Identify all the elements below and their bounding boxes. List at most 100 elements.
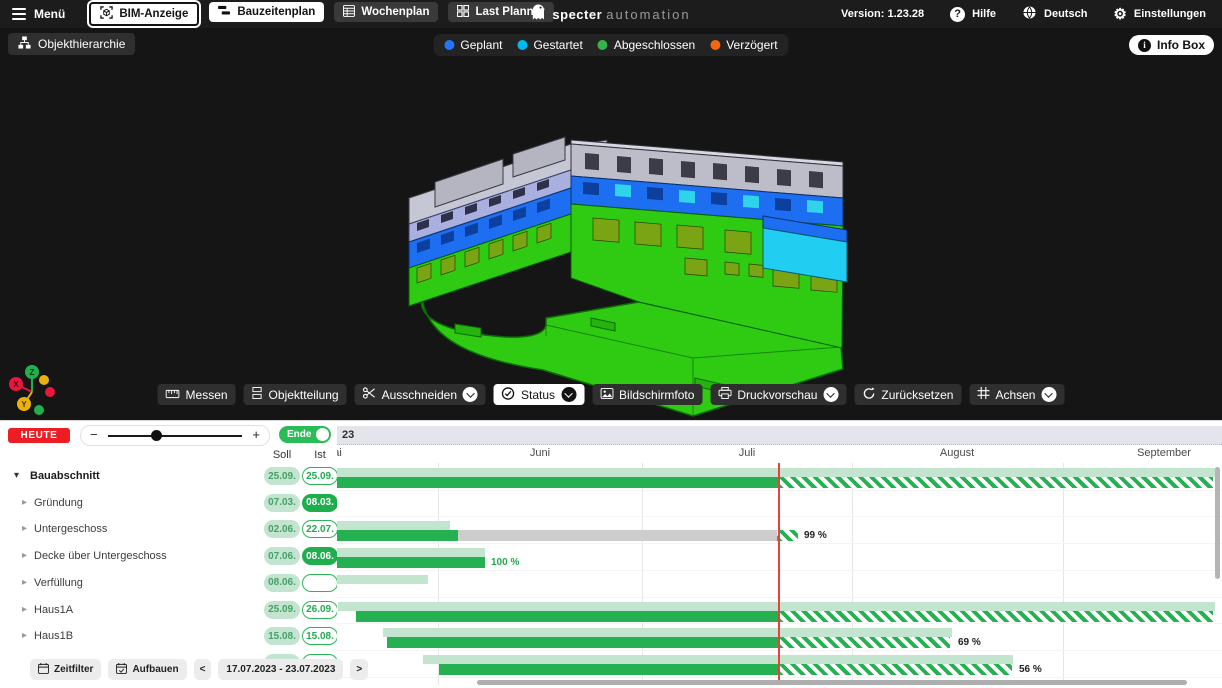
- planned-bar[interactable]: [337, 574, 428, 584]
- gridsquares-icon: [457, 4, 470, 20]
- forecast-bar[interactable]: [778, 637, 950, 649]
- ist-date-pill[interactable]: 15.08.: [302, 627, 337, 646]
- zoom-slider-track[interactable]: [108, 435, 242, 437]
- vertical-scrollbar[interactable]: [1215, 467, 1220, 579]
- today-line: [778, 463, 780, 683]
- chevron-down-icon[interactable]: [1041, 387, 1057, 402]
- chevron-down-icon[interactable]: [462, 387, 478, 402]
- task-label[interactable]: Untergeschoss: [34, 523, 108, 536]
- planned-bar[interactable]: [423, 654, 1013, 664]
- next-week-button[interactable]: >: [350, 659, 369, 680]
- druckvorschau-button[interactable]: Druckvorschau: [710, 384, 847, 405]
- task-label[interactable]: Verfüllung: [34, 576, 83, 589]
- horizontal-scrollbar[interactable]: [477, 680, 1187, 685]
- bildschirmfoto-button[interactable]: Bildschirmfoto: [592, 384, 703, 405]
- info-box-button[interactable]: i Info Box: [1129, 35, 1214, 55]
- expand-caret-icon[interactable]: ▸: [22, 603, 28, 615]
- settings-button[interactable]: ⚙ Einstellungen: [1113, 7, 1206, 22]
- planned-bar[interactable]: [337, 521, 450, 531]
- task-label[interactable]: Haus1A: [34, 603, 74, 616]
- help-button[interactable]: ? Hilfe: [950, 6, 996, 22]
- aufbauen-label: Aufbauen: [132, 664, 179, 675]
- object-hierarchy-button[interactable]: Objekthierarchie: [8, 33, 136, 55]
- toolbar-button-label: Bildschirmfoto: [619, 387, 695, 402]
- zoom-slider: − +: [80, 425, 270, 446]
- soll-date-pill[interactable]: 02.06.: [264, 520, 300, 539]
- soll-date-pill[interactable]: 25.09.: [264, 467, 300, 485]
- collapse-caret-icon[interactable]: ▾: [14, 470, 20, 481]
- expand-caret-icon[interactable]: ▸: [22, 496, 28, 508]
- forecast-bar[interactable]: [778, 663, 1012, 675]
- expand-caret-icon[interactable]: ▸: [22, 630, 28, 642]
- ist-date-pill[interactable]: 26.09.: [302, 600, 337, 619]
- ist-date-pill[interactable]: [302, 573, 337, 592]
- expand-caret-icon[interactable]: ▸: [22, 550, 28, 562]
- zoom-slider-handle[interactable]: [151, 430, 162, 441]
- gantt-chart[interactable]: 99 % 100 % 69 % 56 %: [337, 463, 1222, 688]
- soll-date-pill[interactable]: 08.06.: [264, 573, 300, 592]
- ende-toggle[interactable]: Ende: [279, 426, 331, 443]
- chevron-down-icon[interactable]: [823, 387, 839, 402]
- today-button[interactable]: HEUTE: [8, 428, 70, 443]
- zur-cksetzen-button[interactable]: Zurücksetzen: [854, 384, 962, 405]
- actual-bar[interactable]: [337, 477, 778, 488]
- view-button-bim-anzeige[interactable]: BIM-Anzeige: [89, 2, 200, 26]
- ist-date-pill[interactable]: 08.06.: [302, 547, 337, 566]
- planned-bar[interactable]: [337, 548, 485, 558]
- scissors-icon: [363, 387, 376, 402]
- zoom-in-button[interactable]: +: [252, 427, 260, 442]
- overdue-bar[interactable]: [458, 530, 777, 542]
- zeitfilter-button[interactable]: Zeitfilter: [30, 659, 102, 680]
- view-button-bauzeitenplan[interactable]: Bauzeitenplan: [209, 2, 325, 22]
- 3d-viewport[interactable]: Objekthierarchie Geplant Gestartet Abgesch…: [0, 28, 1222, 420]
- planned-bar[interactable]: [337, 468, 1215, 477]
- zoom-out-button[interactable]: −: [90, 427, 98, 442]
- ist-date-pill[interactable]: 22.07.: [302, 520, 337, 539]
- task-label[interactable]: Decke über Untergeschoss: [34, 550, 167, 563]
- ist-date-pill[interactable]: 08.03.: [302, 493, 337, 512]
- status-button[interactable]: Status: [493, 384, 585, 405]
- ausschneiden-button[interactable]: Ausschneiden: [354, 384, 486, 405]
- ende-toggle-label: Ende: [287, 428, 312, 440]
- legend-item-abgeschlossen: Abgeschlossen: [597, 38, 695, 52]
- language-button[interactable]: Deutsch: [1022, 5, 1087, 23]
- axes-gizmo[interactable]: X Z Y: [4, 358, 60, 418]
- task-label[interactable]: Haus1B: [34, 630, 74, 643]
- soll-date-pill[interactable]: 07.06.: [264, 547, 300, 566]
- forecast-bar[interactable]: [777, 530, 798, 542]
- menu-button[interactable]: Menü: [12, 7, 65, 21]
- gear-icon: ⚙: [1113, 5, 1127, 23]
- expand-caret-icon[interactable]: ▸: [22, 523, 28, 535]
- aufbauen-button[interactable]: Aufbauen: [108, 659, 187, 680]
- soll-date-pill[interactable]: 25.09.: [264, 600, 300, 619]
- zeitfilter-label: Zeitfilter: [54, 664, 94, 675]
- view-button-wochenplan[interactable]: Wochenplan: [334, 2, 439, 22]
- actual-bar[interactable]: [356, 610, 778, 622]
- date-range-button[interactable]: 17.07.2023 - 23.07.2023: [218, 659, 344, 680]
- toolbar-button-label: Objektteilung: [268, 387, 339, 402]
- timeline-year-band: 23: [337, 426, 1222, 445]
- messen-button[interactable]: Messen: [157, 384, 236, 405]
- forecast-bar[interactable]: [778, 477, 1213, 488]
- forecast-bar[interactable]: [778, 610, 1213, 622]
- ist-date-pill[interactable]: 25.09.: [302, 467, 337, 485]
- expand-caret-icon[interactable]: ▸: [22, 576, 28, 588]
- prev-week-button[interactable]: <: [193, 659, 212, 680]
- actual-bar[interactable]: [337, 557, 485, 569]
- view-button-last-planner[interactable]: Last Planner: [448, 2, 554, 22]
- toolbar-button-label: Druckvorschau: [737, 387, 818, 402]
- planned-bar[interactable]: [338, 601, 1215, 611]
- actual-bar[interactable]: [439, 663, 778, 675]
- achsen-button[interactable]: Achsen: [969, 384, 1065, 405]
- objektteilung-button[interactable]: Objektteilung: [243, 384, 347, 405]
- actual-bar[interactable]: [337, 530, 458, 542]
- planned-bar[interactable]: [383, 628, 952, 638]
- task-label[interactable]: Bauabschnitt: [30, 470, 100, 482]
- task-label[interactable]: Gründung: [34, 496, 83, 509]
- soll-date-pill[interactable]: 07.03.: [264, 493, 300, 512]
- actual-bar[interactable]: [387, 637, 778, 649]
- hierarchy-icon: [18, 36, 31, 52]
- soll-date-pill[interactable]: 15.08.: [264, 627, 300, 646]
- chevron-down-icon[interactable]: [561, 387, 577, 402]
- month-label-september: September: [1137, 447, 1191, 459]
